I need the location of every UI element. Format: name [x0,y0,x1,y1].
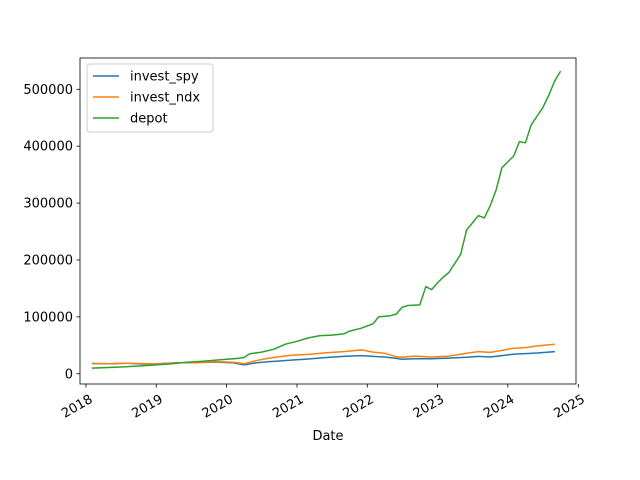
legend-label-invest_spy: invest_spy [130,70,199,85]
axes-frame [79,57,577,385]
y-tick-label: 200000 [23,253,73,268]
plot-area [91,70,562,369]
legend-box [86,63,214,133]
y-tick-label: 300000 [23,197,73,212]
y-tick-label: 400000 [23,140,73,155]
series-line-depot [91,70,562,369]
y-tick-label: 0 [65,367,73,382]
x-axis-label: Date [312,429,343,444]
legend-label-depot: depot [130,112,168,127]
legend-label-invest_ndx: invest_ndx [130,91,200,106]
y-tick-label: 500000 [23,83,73,98]
y-tick-label: 100000 [23,310,73,325]
